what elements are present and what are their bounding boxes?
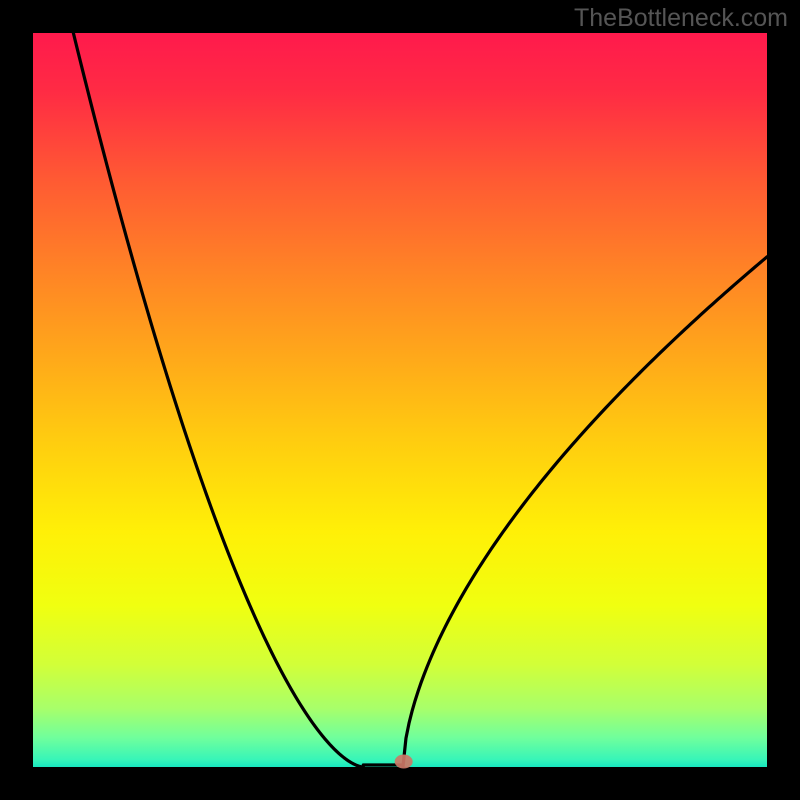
chart-container: TheBottleneck.com [0,0,800,800]
watermark-text: TheBottleneck.com [574,4,788,33]
plot-gradient-background [33,33,767,767]
bottleneck-chart-svg [0,0,800,800]
optimal-point-marker [395,755,413,769]
